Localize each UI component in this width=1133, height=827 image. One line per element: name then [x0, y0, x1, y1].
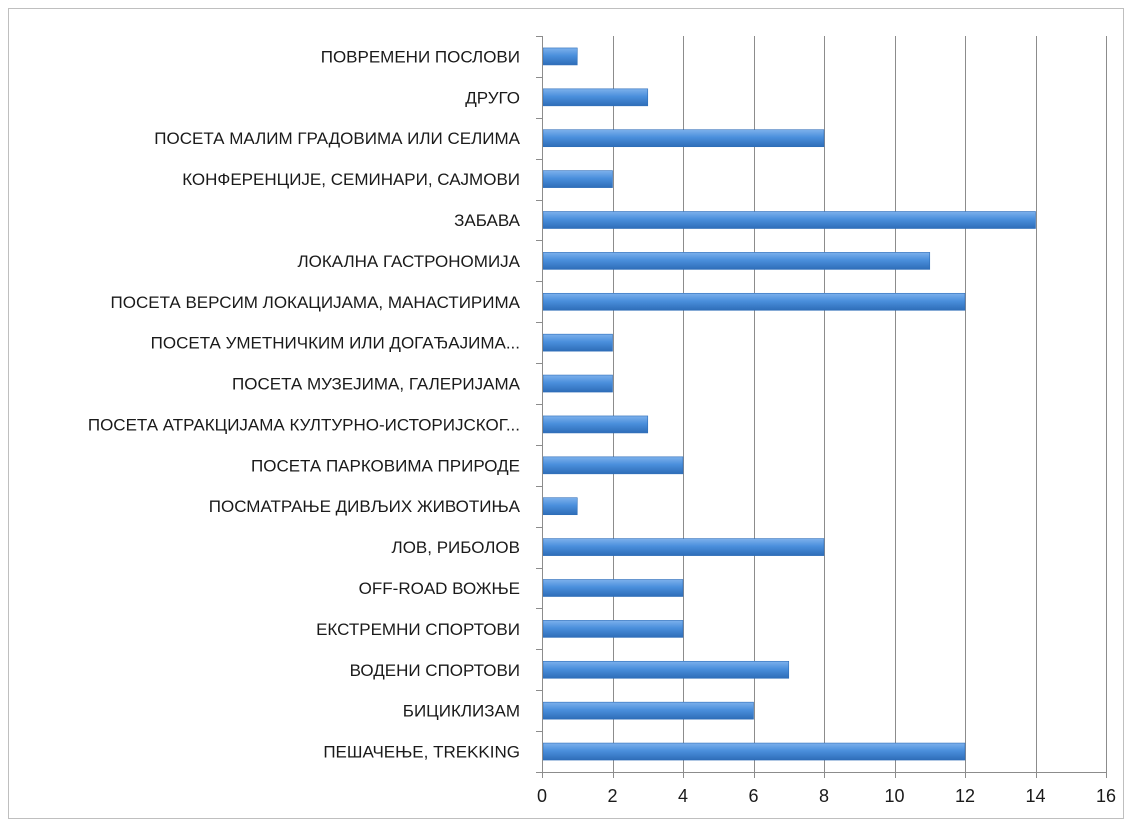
- category-label: ПОВРЕМЕНИ ПОСЛОВИ: [321, 47, 520, 66]
- category-label: ВОДЕНИ СПОРТОВИ: [350, 661, 520, 680]
- category-label: ПОСЕТА АТРАКЦИЈАМА КУЛТУРНО-ИСТОРИЈСКОГ.…: [88, 415, 520, 434]
- bar: [542, 701, 754, 720]
- bar: [542, 129, 825, 148]
- x-tick-label: 10: [884, 786, 904, 806]
- bar: [542, 252, 931, 270]
- x-tick-label: 4: [678, 786, 688, 806]
- category-label: ПОСЕТА МАЛИМ ГРАДОВИМА ИЛИ СЕЛИМА: [154, 129, 520, 148]
- category-label: ПОСЕТА ВЕРСИМ ЛОКАЦИЈАМА, МАНАСТИРИМА: [111, 293, 521, 312]
- bar: [542, 211, 1036, 229]
- category-label: ЛОКАЛНА ГАСТРОНОМИЈА: [297, 252, 520, 271]
- category-label: ПОСЕТА ПАРКОВИМА ПРИРОДЕ: [251, 456, 520, 475]
- axes: [536, 36, 1107, 778]
- category-label: ЗАБАВА: [454, 211, 521, 230]
- category-label: ПОСМАТРАЊЕ ДИВЉИХ ЖИВОТИЊА: [209, 497, 521, 516]
- x-tick-label: 12: [955, 786, 975, 806]
- bar: [542, 333, 613, 352]
- x-tick-labels: 0 2 4 6 8 10 12 14 16: [537, 786, 1116, 806]
- category-label: ПОСЕТА УМЕТНИЧКИМ ИЛИ ДОГАЂАЈИМА...: [151, 334, 520, 353]
- category-label: КОНФЕРЕНЦИЈЕ, СЕМИНАРИ, САЈМОВИ: [182, 170, 520, 189]
- bar: [542, 415, 649, 434]
- category-label: ЛОВ, РИБОЛОВ: [392, 538, 520, 557]
- bar: [542, 47, 578, 66]
- category-label: ПОСЕТА МУЗЕЈИМА, ГАЛЕРИЈАМА: [232, 375, 521, 394]
- x-tick-label: 14: [1025, 786, 1045, 806]
- bar: [542, 742, 966, 761]
- category-label: ЕКСТРЕМНИ СПОРТОВИ: [316, 620, 520, 639]
- x-tick-label: 8: [819, 786, 829, 806]
- category-label: ПЕШАЧЕЊЕ, TREKKING: [323, 743, 520, 762]
- bar: [542, 497, 578, 516]
- x-tick-label: 16: [1096, 786, 1116, 806]
- bar: [542, 579, 684, 597]
- category-label: БИЦИКЛИЗАМ: [403, 702, 520, 721]
- bar: [542, 538, 825, 556]
- x-tick-label: 0: [537, 786, 547, 806]
- bar: [542, 456, 684, 475]
- category-labels: ПОВРЕМЕНИ ПОСЛОВИ ДРУГО ПОСЕТА МАЛИМ ГРАДО…: [88, 47, 521, 761]
- x-tick-label: 2: [607, 786, 617, 806]
- bar: [542, 292, 966, 311]
- x-tick-label: 6: [748, 786, 758, 806]
- category-label: ДРУГО: [465, 88, 520, 107]
- bar: [542, 620, 684, 638]
- bar: [542, 660, 790, 679]
- bars: [542, 47, 1036, 761]
- gridlines: [613, 36, 1107, 772]
- bar: [542, 170, 613, 188]
- bar: [542, 374, 613, 393]
- bar: [542, 88, 649, 107]
- category-label: OFF-ROAD ВОЖЊЕ: [359, 579, 520, 598]
